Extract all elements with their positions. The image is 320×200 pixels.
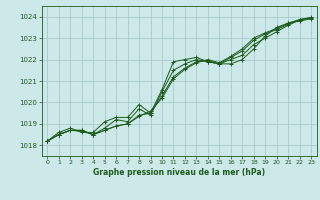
X-axis label: Graphe pression niveau de la mer (hPa): Graphe pression niveau de la mer (hPa) (93, 168, 265, 177)
